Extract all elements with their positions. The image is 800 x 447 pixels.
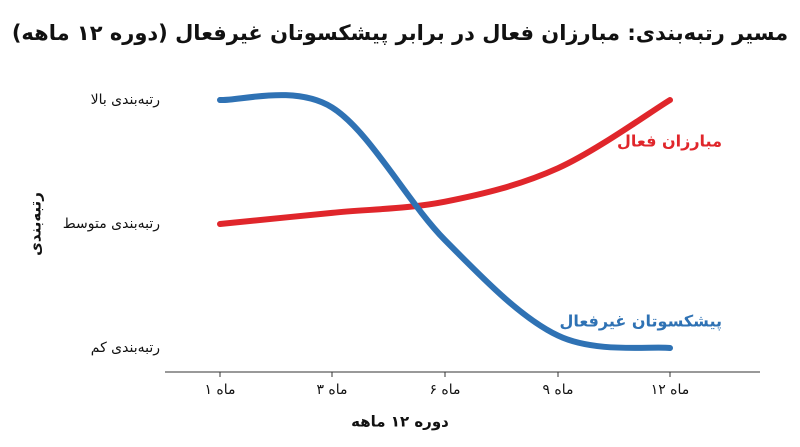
x-tick-label: ماه ۳ [316,382,347,398]
series-label: مبارزان فعال [617,132,722,151]
y-tick-label: رتبه‌بندی بالا [91,92,160,108]
y-tick-label: رتبه‌بندی کم [91,340,160,356]
y-tick-label: رتبه‌بندی متوسط [63,216,160,232]
series-label: پیشکسوتان غیرفعال [560,312,723,332]
y-axis-label: رتبه‌بندی [27,192,45,256]
x-tick-label: ماه ۶ [429,382,460,398]
x-tick-label: ماه ۹ [542,382,573,398]
x-tick-label: ماه ۱ [204,382,235,398]
x-tick-label: ماه ۱۲ [651,382,690,398]
chart-title: مسیر رتبه‌بندی: مبارزان فعال در برابر پی… [12,21,788,45]
line-series [217,92,673,351]
line-series [217,97,673,227]
x-axis-label: دوره ۱۲ ماهه [351,413,449,431]
